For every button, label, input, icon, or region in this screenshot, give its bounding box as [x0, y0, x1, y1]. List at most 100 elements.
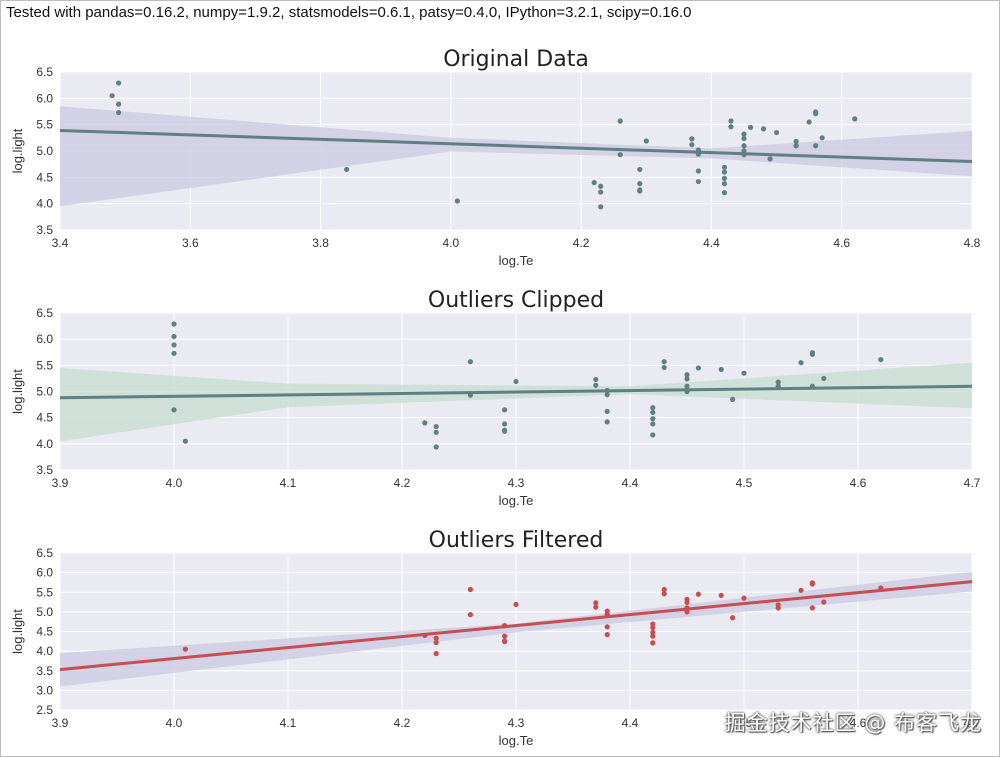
- y-tick-label: 5.5: [36, 585, 53, 599]
- data-point: [650, 416, 656, 422]
- data-point: [598, 183, 604, 189]
- data-point: [728, 118, 734, 124]
- data-point: [433, 429, 439, 435]
- y-tick-label: 3.5: [36, 223, 53, 237]
- confidence-band: [60, 362, 972, 442]
- data-point: [433, 423, 439, 430]
- data-point: [718, 592, 724, 598]
- data-point: [728, 124, 734, 130]
- data-point: [684, 372, 690, 378]
- data-point: [741, 135, 747, 141]
- x-tick-label: 3.8: [312, 236, 329, 250]
- data-point: [730, 396, 736, 402]
- x-tick-label: 4.2: [394, 716, 411, 730]
- y-axis-label: log.light: [10, 609, 25, 654]
- chart-title: Original Data: [443, 47, 589, 72]
- data-point: [661, 359, 667, 365]
- regression-line: [59, 384, 973, 400]
- data-point: [721, 175, 728, 181]
- x-axis-label: log.Te: [499, 253, 534, 268]
- data-point: [344, 166, 350, 173]
- x-tick-label: 4.4: [622, 476, 639, 490]
- x-tick-label: 4.7: [964, 476, 981, 490]
- data-point: [116, 101, 122, 107]
- data-point: [171, 350, 177, 356]
- y-tick-label: 3.0: [36, 683, 53, 697]
- data-point: [661, 364, 667, 371]
- data-point: [821, 599, 827, 605]
- data-point: [821, 375, 827, 382]
- x-tick-label: 4.3: [508, 716, 525, 730]
- x-tick-label: 4.0: [166, 716, 183, 730]
- data-point: [741, 370, 747, 376]
- data-point: [741, 595, 747, 601]
- data-point: [109, 93, 115, 99]
- data-point: [171, 407, 177, 413]
- data-point: [773, 129, 780, 136]
- x-axis-label: log.Te: [499, 733, 534, 748]
- data-point: [852, 116, 858, 122]
- data-point: [502, 428, 508, 434]
- data-point: [661, 591, 667, 597]
- x-tick-label: 4.4: [703, 236, 720, 250]
- y-tick-label: 6.0: [36, 566, 53, 580]
- y-tick-label: 5.5: [36, 358, 53, 372]
- x-tick-label: 4.2: [394, 476, 411, 490]
- data-point: [513, 601, 519, 608]
- y-tick-label: 5.5: [36, 118, 53, 132]
- data-point: [809, 581, 816, 587]
- data-point: [604, 624, 610, 630]
- data-point: [643, 138, 649, 144]
- y-tick-label: 3.5: [36, 463, 53, 477]
- data-point: [591, 180, 597, 186]
- data-point: [695, 168, 702, 174]
- data-point: [809, 605, 816, 611]
- data-point: [747, 124, 754, 130]
- data-point: [813, 143, 819, 149]
- chart-panel-3: 3.9 4.0 4.1 4.2 4.3 4.4 4.5 4.6 4.7 2.5 3.0 3.5 4.0 4…: [10, 528, 981, 748]
- data-point: [741, 131, 747, 137]
- data-point: [695, 178, 702, 185]
- data-point: [650, 409, 656, 416]
- y-tick-label: 5.0: [36, 385, 53, 399]
- x-tick-label: 3.9: [52, 476, 69, 490]
- regression-line: [59, 580, 973, 672]
- y-tick-label: 6.5: [36, 65, 53, 79]
- y-tick-label: 4.5: [36, 411, 53, 425]
- data-point: [819, 135, 825, 141]
- data-point: [598, 189, 604, 195]
- data-point: [695, 365, 702, 371]
- data-point: [721, 181, 728, 187]
- data-point: [878, 356, 884, 363]
- data-point: [806, 119, 812, 125]
- data-point: [604, 392, 610, 398]
- data-point: [604, 408, 610, 414]
- data-point: [116, 80, 122, 86]
- data-point: [171, 342, 177, 348]
- data-point: [721, 164, 728, 170]
- data-point: [718, 366, 724, 373]
- data-point: [502, 407, 508, 413]
- y-axis-label: log.light: [10, 128, 25, 173]
- data-point: [775, 379, 781, 385]
- data-point: [767, 156, 773, 162]
- data-point: [793, 143, 799, 149]
- data-point: [467, 586, 473, 593]
- y-axis-label: log.light: [10, 369, 25, 414]
- data-point: [593, 376, 599, 383]
- regression-line: [59, 128, 973, 164]
- data-point: [604, 419, 610, 425]
- data-point: [650, 640, 656, 646]
- data-point: [650, 629, 656, 635]
- chart-panel-1: 3.4 3.6 3.8 4.0 4.2 4.4 4.6 4.8 3.5 4.0 4.5 5.0 5.5 6…: [10, 47, 981, 268]
- data-point: [433, 635, 439, 641]
- data-point: [593, 600, 599, 606]
- y-tick-label: 3.5: [36, 664, 53, 678]
- y-tick-label: 4.0: [36, 197, 53, 211]
- data-point: [593, 604, 599, 610]
- chart-title: Outliers Clipped: [428, 288, 604, 313]
- confidence-band: [60, 106, 972, 207]
- y-tick-label: 5.0: [36, 144, 53, 158]
- data-point: [604, 632, 610, 638]
